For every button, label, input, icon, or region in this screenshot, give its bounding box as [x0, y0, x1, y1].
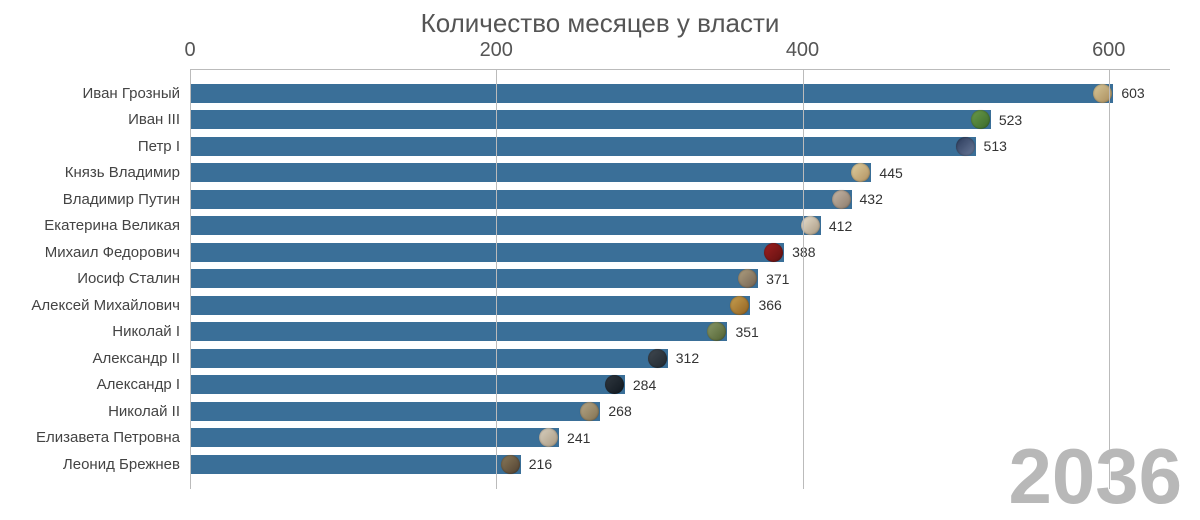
avatar-icon [730, 296, 749, 315]
avatar-icon [971, 110, 990, 129]
bar: 312 [190, 349, 668, 368]
bar: 513 [190, 137, 976, 156]
value-label: 388 [784, 244, 815, 260]
bar: 432 [190, 190, 852, 209]
bar: 371 [190, 269, 758, 288]
chart-area: 0200400600 Иван Грозный603Иван III523Пет… [190, 39, 1170, 489]
bar-row: Петр I513 [190, 133, 1170, 160]
bar-row: Михаил Федорович388 [190, 239, 1170, 266]
avatar-icon [738, 269, 757, 288]
row-label: Николай II [0, 403, 190, 420]
value-label: 216 [521, 456, 552, 472]
value-label: 603 [1113, 85, 1144, 101]
avatar-icon [851, 163, 870, 182]
bar-row: Князь Владимир445 [190, 160, 1170, 187]
avatar-icon [956, 137, 975, 156]
avatar-icon [832, 190, 851, 209]
bar: 216 [190, 455, 521, 474]
row-label: Николай I [0, 323, 190, 340]
bar-row: Иван Грозный603 [190, 80, 1170, 107]
row-label: Александр II [0, 350, 190, 367]
avatar-icon [801, 216, 820, 235]
chart-title: Количество месяцев у власти [0, 0, 1200, 39]
bars-container: Иван Грозный603Иван III523Петр I513Князь… [190, 70, 1170, 478]
value-label: 284 [625, 377, 656, 393]
avatar-icon [648, 349, 667, 368]
avatar-icon [605, 375, 624, 394]
avatar-icon [764, 243, 783, 262]
bar: 351 [190, 322, 727, 341]
year-watermark: 2036 [1008, 437, 1182, 515]
bar-row: Александр I284 [190, 372, 1170, 399]
row-label: Иосиф Сталин [0, 270, 190, 287]
row-label: Алексей Михайлович [0, 297, 190, 314]
value-label: 523 [991, 112, 1022, 128]
gridline [496, 70, 497, 489]
value-label: 351 [727, 324, 758, 340]
row-label: Леонид Брежнев [0, 456, 190, 473]
bar: 284 [190, 375, 625, 394]
value-label: 513 [976, 138, 1007, 154]
value-label: 241 [559, 430, 590, 446]
bar: 603 [190, 84, 1113, 103]
bar-row: Николай I351 [190, 319, 1170, 346]
row-label: Александр I [0, 376, 190, 393]
axis-tick: 600 [1092, 39, 1125, 62]
bar: 445 [190, 163, 871, 182]
gridline [1109, 70, 1110, 489]
value-label: 412 [821, 218, 852, 234]
avatar-icon [539, 428, 558, 447]
bar-row: Иосиф Сталин371 [190, 266, 1170, 293]
avatar-icon [707, 322, 726, 341]
axis-tick: 0 [184, 39, 195, 62]
row-label: Владимир Путин [0, 191, 190, 208]
row-label: Иван Грозный [0, 85, 190, 102]
gridline [803, 70, 804, 489]
row-label: Екатерина Великая [0, 217, 190, 234]
bar: 268 [190, 402, 600, 421]
bar-row: Алексей Михайлович366 [190, 292, 1170, 319]
axis-tick: 200 [480, 39, 513, 62]
avatar-icon [580, 402, 599, 421]
row-label: Иван III [0, 111, 190, 128]
row-label: Елизавета Петровна [0, 429, 190, 446]
x-axis: 0200400600 [190, 39, 1170, 69]
bar: 523 [190, 110, 991, 129]
row-label: Петр I [0, 138, 190, 155]
gridline [190, 70, 191, 489]
row-label: Князь Владимир [0, 164, 190, 181]
bar: 388 [190, 243, 784, 262]
avatar-icon [501, 455, 520, 474]
value-label: 432 [852, 191, 883, 207]
row-label: Михаил Федорович [0, 244, 190, 261]
axis-tick: 400 [786, 39, 819, 62]
bar-row: Николай II268 [190, 398, 1170, 425]
bar: 366 [190, 296, 750, 315]
bar-row: Владимир Путин432 [190, 186, 1170, 213]
value-label: 445 [871, 165, 902, 181]
plot-area: Иван Грозный603Иван III523Петр I513Князь… [190, 69, 1170, 489]
value-label: 312 [668, 350, 699, 366]
bar-row: Иван III523 [190, 107, 1170, 134]
bar: 412 [190, 216, 821, 235]
bar-row: Александр II312 [190, 345, 1170, 372]
value-label: 268 [600, 403, 631, 419]
bar: 241 [190, 428, 559, 447]
value-label: 371 [758, 271, 789, 287]
value-label: 366 [750, 297, 781, 313]
bar-row: Екатерина Великая412 [190, 213, 1170, 240]
